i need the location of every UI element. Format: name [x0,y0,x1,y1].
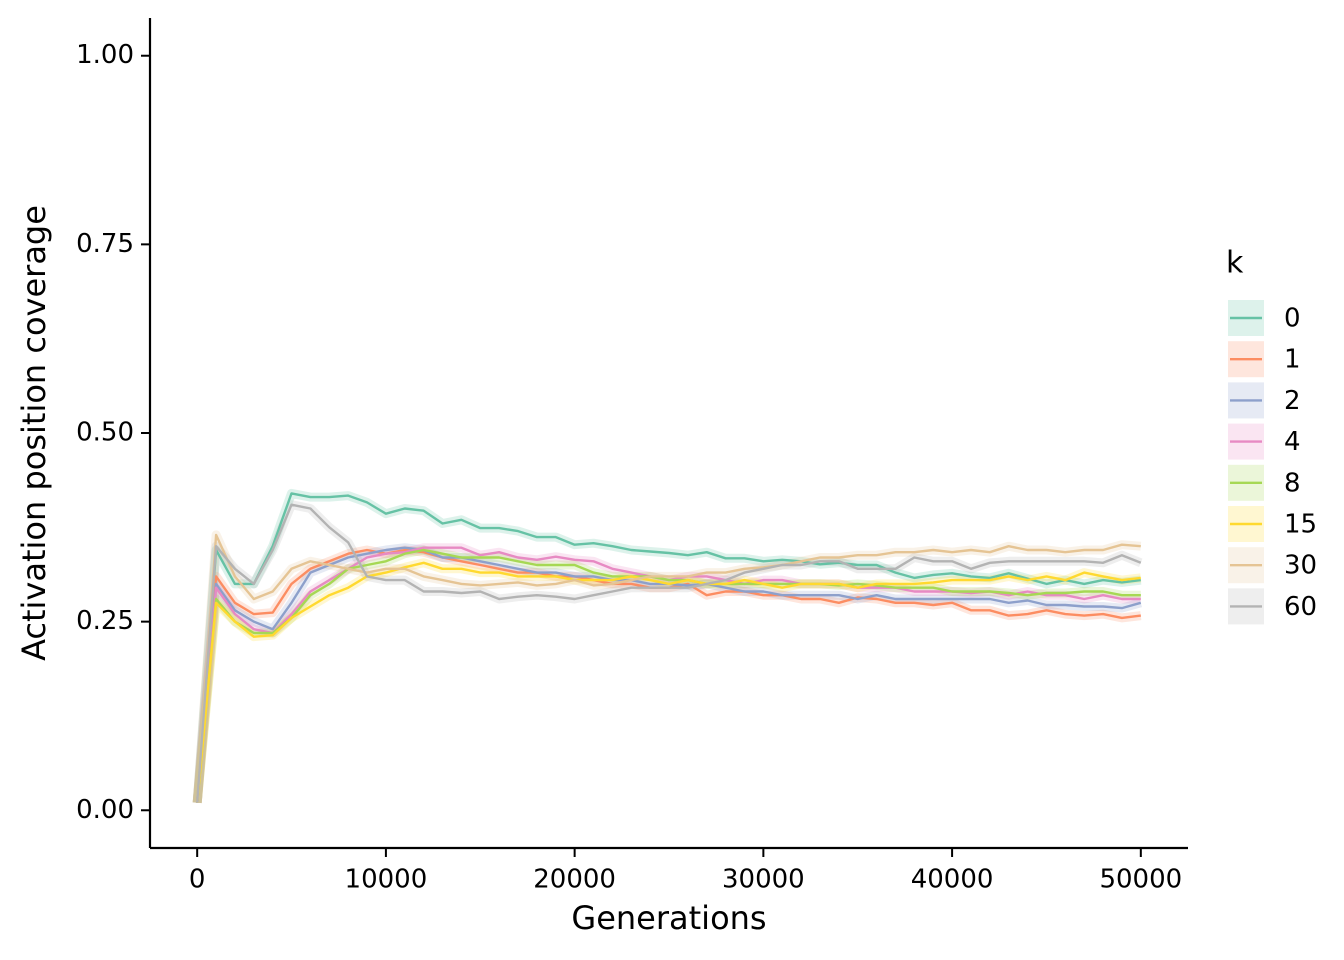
y-tick-label: 0.00 [76,795,134,825]
y-axis-title: Activation position coverage [15,205,53,661]
x-tick-label: 20000 [533,865,616,895]
series-line [196,533,1141,803]
y-tick-label: 0.75 [76,229,134,259]
x-axis-title: Generations [571,899,766,937]
legend-label: 8 [1284,468,1301,498]
legend-label: 0 [1284,304,1301,334]
series-line [196,492,1141,803]
legend-label: 60 [1284,592,1317,622]
x-tick-label: 30000 [722,865,805,895]
legend-title: k [1226,246,1244,281]
x-tick-label: 50000 [1099,865,1182,895]
y-tick-label: 0.50 [76,418,134,448]
x-tick-label: 10000 [345,865,428,895]
series-line [196,503,1142,803]
series-line [196,561,1141,803]
x-tick-label: 40000 [911,865,994,895]
legend-label: 15 [1284,510,1317,540]
y-tick-label: 0.25 [76,606,134,636]
legend-label: 4 [1284,427,1301,457]
series-line [196,548,1141,803]
legend-label: 1 [1284,345,1301,375]
legend-label: 30 [1284,551,1317,581]
x-tick-label: 0 [189,865,206,895]
legend-label: 2 [1284,386,1301,416]
y-tick-label: 1.00 [76,40,134,70]
